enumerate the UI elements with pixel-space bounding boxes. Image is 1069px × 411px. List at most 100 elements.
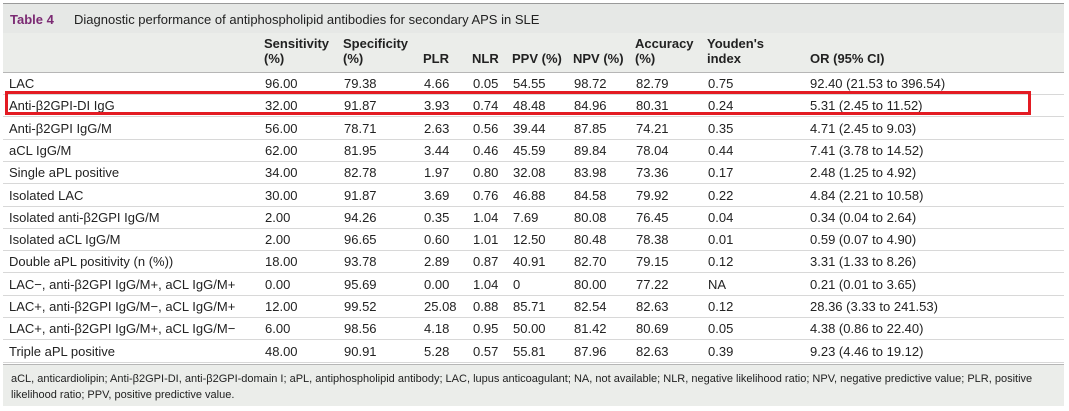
cell-nlr: 1.01 — [473, 232, 499, 248]
table-footnote: aCL, anticardiolipin; Anti-β2GPI-DI, ant… — [3, 364, 1064, 406]
cell-specificity: 94.26 — [344, 209, 377, 225]
table-row: Isolated anti-β2GPI IgG/M 2.00 94.26 0.35 1.… — [3, 207, 1064, 229]
table-row: Isolated LAC 30.00 91.87 3.69 0.76 46.88 84.58… — [3, 185, 1064, 207]
cell-or: 0.21 (0.01 to 3.65) — [810, 276, 917, 292]
cell-plr: 2.89 — [424, 254, 450, 270]
cell-sensitivity: 12.00 — [265, 299, 298, 314]
cell-accuracy: 79.15 — [636, 254, 669, 270]
cell-youden: 0.12 — [708, 299, 734, 314]
cell-nlr: 0.46 — [473, 142, 499, 158]
header-plr: PLR — [423, 51, 449, 66]
cell-accuracy: 82.63 — [636, 299, 669, 314]
cell-specificity: 91.87 — [344, 98, 377, 114]
cell-sensitivity: 6.00 — [265, 321, 291, 337]
cell-youden: 0.24 — [708, 98, 734, 114]
header-ppv: PPV (%) — [512, 51, 562, 66]
cell-accuracy: 76.45 — [636, 209, 669, 225]
cell-npv: 83.98 — [574, 165, 607, 181]
cell-or: 0.34 (0.04 to 2.64) — [810, 209, 917, 225]
cell-specificity: 96.65 — [344, 232, 377, 248]
cell-or: 2.48 (1.25 to 4.92) — [810, 165, 917, 181]
cell-specificity: 79.38 — [344, 76, 377, 91]
row-label: Isolated aCL IgG/M — [9, 232, 121, 248]
cell-ppv: 7.69 — [513, 209, 539, 225]
cell-npv: 87.85 — [574, 120, 607, 136]
row-label: Triple aPL positive — [9, 343, 115, 359]
cell-sensitivity: 30.00 — [265, 187, 298, 203]
cell-npv: 81.42 — [574, 321, 607, 337]
cell-sensitivity: 2.00 — [265, 232, 291, 248]
row-label: Isolated anti-β2GPI IgG/M — [9, 209, 160, 225]
cell-ppv: 85.71 — [513, 299, 546, 314]
cell-npv: 80.00 — [574, 276, 607, 292]
cell-accuracy: 73.36 — [636, 165, 669, 181]
cell-specificity: 98.56 — [344, 321, 377, 337]
cell-nlr: 0.87 — [473, 254, 499, 270]
cell-nlr: 0.74 — [473, 98, 499, 114]
table-row: Single aPL positive 34.00 82.78 1.97 0.80 32.… — [3, 162, 1064, 185]
cell-npv: 80.08 — [574, 209, 607, 225]
table-row: aCL IgG/M 62.00 81.95 3.44 0.46 45.59 89.84 78.… — [3, 140, 1064, 162]
cell-accuracy: 82.79 — [636, 76, 669, 91]
cell-youden: 0.75 — [708, 76, 734, 91]
cell-plr: 4.18 — [424, 321, 450, 337]
cell-accuracy: 74.21 — [636, 120, 669, 136]
cell-plr: 2.63 — [424, 120, 450, 136]
cell-youden: 0.05 — [708, 321, 734, 337]
cell-npv: 98.72 — [574, 76, 607, 91]
cell-youden: 0.22 — [708, 187, 734, 203]
cell-ppv: 0 — [513, 276, 521, 292]
cell-plr: 3.44 — [424, 142, 450, 158]
cell-specificity: 99.52 — [344, 299, 377, 314]
cell-sensitivity: 32.00 — [265, 98, 298, 114]
cell-plr: 3.93 — [424, 98, 450, 114]
cell-or: 0.59 (0.07 to 4.90) — [810, 232, 917, 248]
cell-or: 4.84 (2.21 to 10.58) — [810, 187, 924, 203]
cell-youden: 0.44 — [708, 142, 734, 158]
cell-specificity: 95.69 — [344, 276, 377, 292]
cell-or: 7.41 (3.78 to 14.52) — [810, 142, 924, 158]
cell-sensitivity: 18.00 — [265, 254, 298, 270]
cell-ppv: 50.00 — [513, 321, 546, 337]
cell-or: 4.38 (0.86 to 22.40) — [810, 321, 924, 337]
cell-ppv: 54.55 — [513, 76, 546, 91]
cell-sensitivity: 2.00 — [265, 209, 291, 225]
cell-npv: 82.70 — [574, 254, 607, 270]
cell-npv: 80.48 — [574, 232, 607, 248]
cell-youden: 0.17 — [708, 165, 734, 181]
header-nlr: NLR — [472, 51, 499, 66]
cell-nlr: 1.04 — [473, 276, 499, 292]
cell-npv: 89.84 — [574, 142, 607, 158]
cell-specificity: 81.95 — [344, 142, 377, 158]
table-number: Table 4 — [10, 12, 54, 27]
cell-plr: 25.08 — [424, 299, 457, 314]
row-label: LAC+, anti-β2GPI IgG/M−, aCL IgG/M+ — [9, 299, 236, 314]
cell-plr: 3.69 — [424, 187, 450, 203]
cell-ppv: 48.48 — [513, 98, 546, 114]
table-title-bar: Table 4 Diagnostic performance of antiph… — [3, 3, 1064, 33]
row-label: LAC+, anti-β2GPI IgG/M+, aCL IgG/M− — [9, 321, 236, 337]
cell-nlr: 0.57 — [473, 343, 499, 359]
highlight-box — [5, 91, 1031, 115]
cell-npv: 82.54 — [574, 299, 607, 314]
cell-accuracy: 80.69 — [636, 321, 669, 337]
cell-sensitivity: 96.00 — [265, 76, 298, 91]
cell-sensitivity: 48.00 — [265, 343, 298, 359]
cell-plr: 0.35 — [424, 209, 450, 225]
cell-sensitivity: 62.00 — [265, 142, 298, 158]
cell-youden: 0.39 — [708, 343, 734, 359]
cell-specificity: 93.78 — [344, 254, 377, 270]
row-label: Single aPL positive — [9, 165, 120, 181]
cell-youden: 0.01 — [708, 232, 734, 248]
cell-sensitivity: 34.00 — [265, 165, 298, 181]
row-label: Anti-β2GPI-DI IgG — [9, 98, 115, 114]
cell-plr: 0.60 — [424, 232, 450, 248]
cell-sensitivity: 0.00 — [265, 276, 291, 292]
cell-ppv: 40.91 — [513, 254, 546, 270]
header-sensitivity: Sensitivity (%) — [264, 36, 330, 66]
table-header: Sensitivity (%) Specificity (%) PLR NLR … — [3, 33, 1064, 73]
cell-youden: 0.12 — [708, 254, 734, 270]
cell-accuracy: 78.38 — [636, 232, 669, 248]
table-row: Double aPL positivity (n (%)) 18.00 93.78 2… — [3, 251, 1064, 274]
cell-nlr: 0.76 — [473, 187, 499, 203]
